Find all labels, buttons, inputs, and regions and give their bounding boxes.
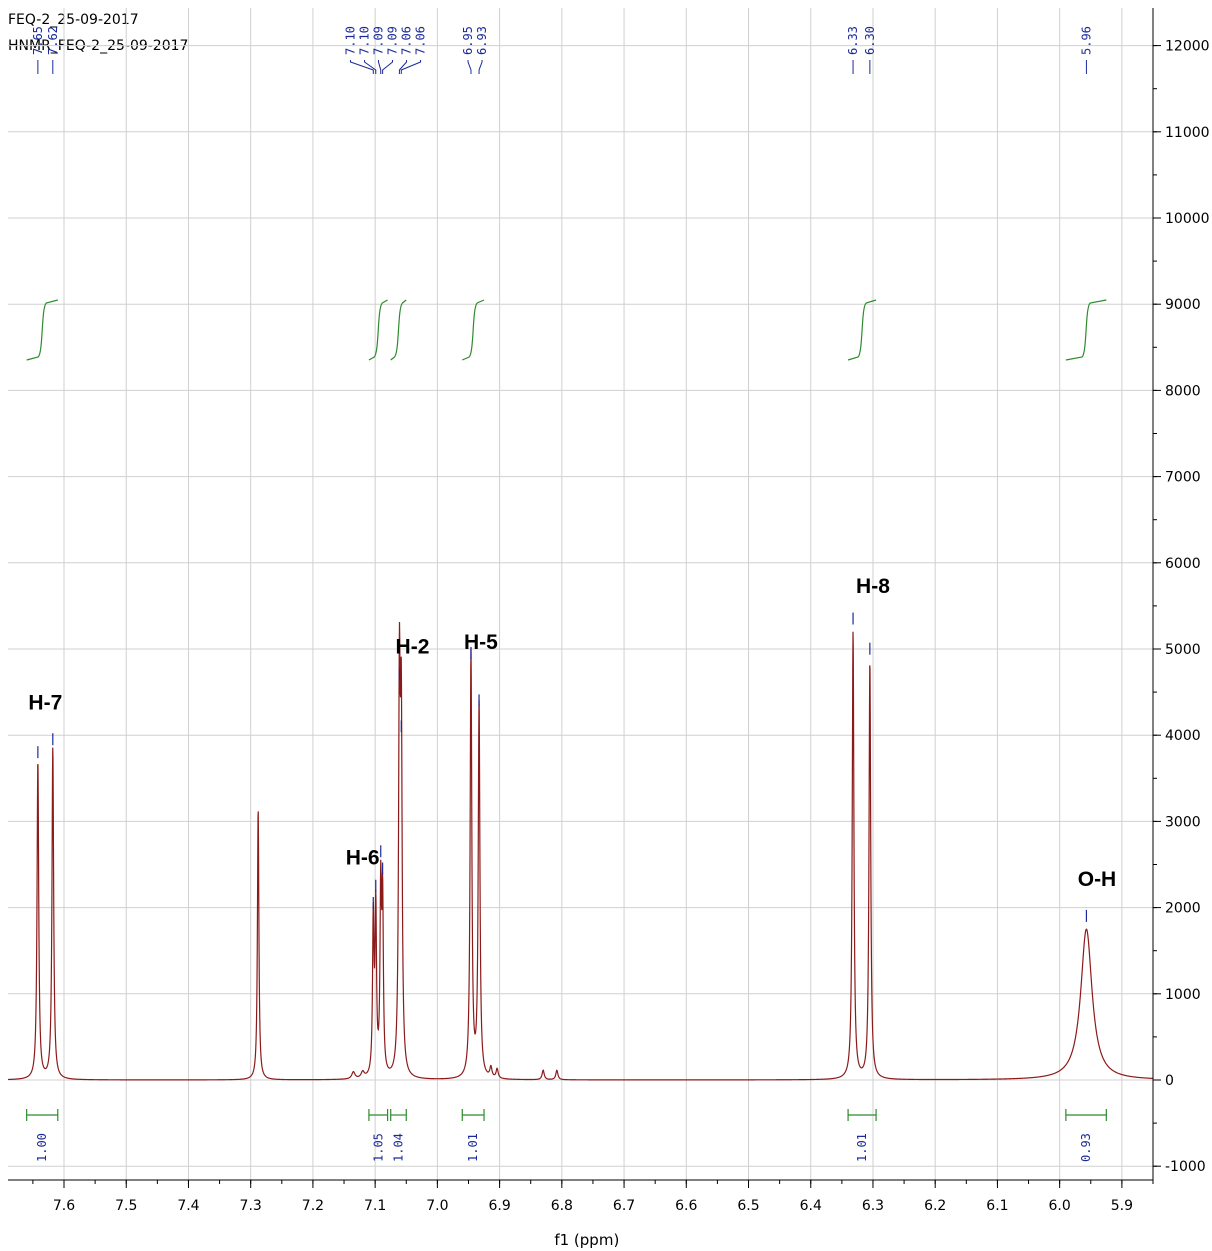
y-tick-label: 1000 <box>1165 987 1201 1003</box>
y-tick-label: 7000 <box>1165 470 1201 486</box>
x-tick-label: 6.9 <box>488 1198 510 1214</box>
y-tick-label: 2000 <box>1165 901 1201 917</box>
peak-label-text: 7.09 <box>386 26 400 55</box>
peak-label-text: 5.96 <box>1079 26 1093 55</box>
peak-leader-line <box>400 60 422 74</box>
x-tick-label: 6.6 <box>675 1198 697 1214</box>
integral-curve <box>26 299 58 361</box>
integral-curve <box>462 299 485 361</box>
header-sample-name: FEQ-2_25-09-2017 <box>8 12 139 28</box>
peak-annotation: H-8 <box>856 575 890 598</box>
peak-label-text: 6.95 <box>461 26 475 55</box>
integral-layer: 1.00 1.05 1.04 1.01 1.01 0.93 <box>26 299 1107 1162</box>
label-layer: 7.65 7.62 7.10 7.10 7.09 7.09 7.06 7.06 6.95 6.93… <box>28 26 1116 922</box>
peak-label-text: 7.10 <box>344 26 358 55</box>
peak-label-text: 7.06 <box>414 26 428 55</box>
y-tick-label: 12000 <box>1165 39 1210 55</box>
peak-label-text: 7.06 <box>400 26 414 55</box>
x-tick-label: 7.4 <box>177 1198 199 1214</box>
x-tick-label: 6.1 <box>986 1198 1008 1214</box>
peak-annotation: H-6 <box>346 847 380 870</box>
peak-label-text: 7.62 <box>46 26 60 55</box>
peak-leader-line <box>398 60 408 74</box>
x-tick-label: 6.4 <box>800 1198 822 1214</box>
y-tick-label: 10000 <box>1165 211 1210 227</box>
integral-value: 1.00 <box>35 1133 49 1162</box>
y-tick-label: 3000 <box>1165 814 1201 830</box>
y-tick-label: 9000 <box>1165 297 1201 313</box>
peak-leader-line <box>478 60 483 74</box>
integral-value: 1.04 <box>391 1133 405 1162</box>
y-tick-label: -1000 <box>1165 1159 1206 1175</box>
spectrum-layer <box>7 622 1154 1081</box>
axis-layer: 7.6 7.5 7.4 7.3 7.2 7.1 7.0 6.9 6.8 6.7 6.6 6.5 6.4 6… <box>8 8 1210 1214</box>
x-tick-label: 6.3 <box>862 1198 884 1214</box>
integral-curve <box>847 299 877 361</box>
integral-value: 1.01 <box>466 1133 480 1162</box>
x-tick-label: 7.3 <box>240 1198 262 1214</box>
x-axis-title: f1 (ppm) <box>554 1231 619 1249</box>
peak-label-text: 6.93 <box>475 26 489 55</box>
spectrum-trace <box>7 622 1154 1081</box>
y-tick-label: 8000 <box>1165 383 1201 399</box>
integral-value: 1.01 <box>855 1133 869 1162</box>
peak-annotation: H-7 <box>28 691 62 714</box>
peak-label-text: 6.30 <box>863 26 877 55</box>
x-tick-label: 7.6 <box>53 1198 75 1214</box>
peak-annotation: H-5 <box>464 631 498 654</box>
y-tick-label: 0 <box>1165 1073 1174 1089</box>
x-tick-label: 6.2 <box>924 1198 946 1214</box>
y-tick-label: 5000 <box>1165 642 1201 658</box>
peak-annotation: O-H <box>1078 868 1117 891</box>
x-tick-label: 7.0 <box>426 1198 448 1214</box>
peak-label-text: 6.33 <box>846 26 860 55</box>
integral-curve <box>1065 299 1107 361</box>
x-tick-label: 6.7 <box>613 1198 635 1214</box>
x-tick-label: 6.0 <box>1049 1198 1071 1214</box>
x-tick-label: 5.9 <box>1111 1198 1133 1214</box>
integral-value: 1.05 <box>371 1133 385 1162</box>
peak-label-text: 7.65 <box>31 26 45 55</box>
grid-layer <box>8 8 1153 1180</box>
x-tick-label: 7.5 <box>115 1198 137 1214</box>
peak-leader-line <box>467 60 472 74</box>
x-tick-label: 6.5 <box>737 1198 759 1214</box>
y-tick-label: 11000 <box>1165 125 1210 141</box>
x-tick-label: 7.2 <box>302 1198 324 1214</box>
peak-leader-line <box>364 60 377 74</box>
peak-leader-line <box>382 60 394 74</box>
integral-value: 0.93 <box>1079 1133 1093 1162</box>
x-tick-label: 7.1 <box>364 1198 386 1214</box>
y-tick-label: 4000 <box>1165 728 1201 744</box>
x-tick-label: 6.8 <box>551 1198 573 1214</box>
y-tick-label: 6000 <box>1165 556 1201 572</box>
integral-curve <box>390 299 407 361</box>
peak-label-text: 7.10 <box>358 26 372 55</box>
integral-curve <box>368 299 388 361</box>
peak-leader-line <box>350 60 374 74</box>
peak-label-text: 7.09 <box>372 26 386 55</box>
peak-leader-line <box>378 60 382 74</box>
peak-annotation: H-2 <box>396 635 430 658</box>
